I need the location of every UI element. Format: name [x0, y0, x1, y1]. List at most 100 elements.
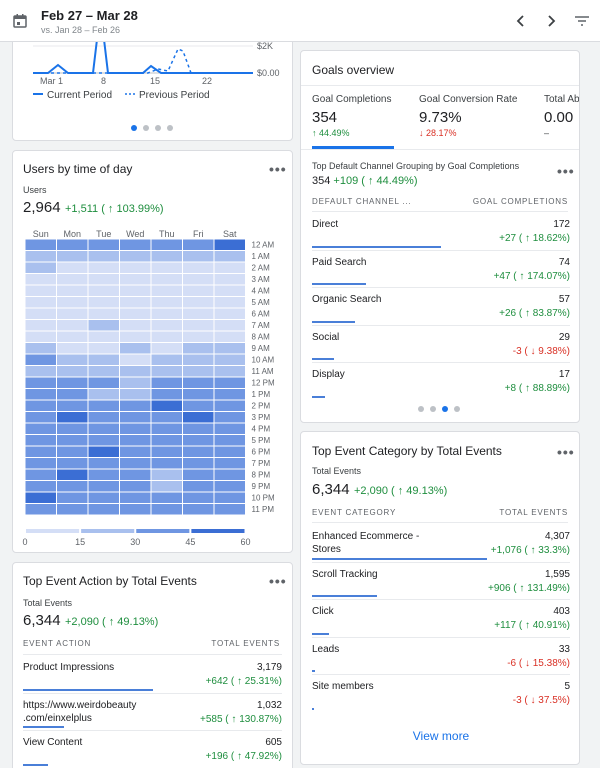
heatmap-cell[interactable] — [214, 458, 246, 469]
heatmap-cell[interactable] — [120, 343, 151, 354]
carousel-dot[interactable] — [442, 406, 448, 412]
heatmap-cell[interactable] — [120, 354, 151, 366]
heatmap-cell[interactable] — [88, 446, 120, 458]
heatmap-cell[interactable] — [214, 412, 246, 423]
heatmap-cell[interactable] — [214, 492, 246, 504]
heatmap-cell[interactable] — [57, 297, 88, 308]
heatmap-cell[interactable] — [151, 320, 183, 331]
heatmap-cell[interactable] — [151, 285, 183, 297]
heatmap-cell[interactable] — [183, 285, 214, 297]
table-row[interactable]: Display 17 +8 ( ↑ 88.89%) — [301, 363, 579, 401]
heatmap-cell[interactable] — [25, 262, 57, 274]
heatmap-cell[interactable] — [88, 239, 120, 251]
heatmap-cell[interactable] — [183, 274, 214, 285]
more-options-button[interactable]: ••• — [269, 573, 287, 589]
carousel-dot[interactable] — [430, 406, 436, 412]
heatmap-cell[interactable] — [214, 377, 246, 389]
heatmap-cell[interactable] — [120, 262, 151, 274]
heatmap-cell[interactable] — [88, 274, 120, 285]
heatmap-cell[interactable] — [151, 366, 183, 377]
heatmap-cell[interactable] — [57, 469, 88, 481]
heatmap-cell[interactable] — [88, 320, 120, 331]
heatmap-cell[interactable] — [57, 458, 88, 469]
heatmap-cell[interactable] — [57, 251, 88, 262]
more-options-button[interactable]: ••• — [557, 163, 575, 179]
heatmap-cell[interactable] — [120, 435, 151, 446]
heatmap-cell[interactable] — [88, 354, 120, 366]
heatmap-cell[interactable] — [120, 412, 151, 423]
carousel-dot[interactable] — [167, 125, 173, 131]
heatmap-cell[interactable] — [214, 435, 246, 446]
heatmap-cell[interactable] — [57, 412, 88, 423]
heatmap-cell[interactable] — [88, 423, 120, 435]
heatmap-cell[interactable] — [183, 251, 214, 262]
heatmap-cell[interactable] — [88, 251, 120, 262]
heatmap-cell[interactable] — [25, 343, 57, 354]
heatmap-cell[interactable] — [151, 331, 183, 343]
heatmap-cell[interactable] — [214, 331, 246, 343]
heatmap-cell[interactable] — [88, 412, 120, 423]
heatmap-cell[interactable] — [57, 331, 88, 343]
heatmap-cell[interactable] — [214, 389, 246, 400]
table-row[interactable]: Scroll Tracking 1,595 +906 ( ↑ 131.49%) — [301, 563, 579, 600]
heatmap-cell[interactable] — [88, 308, 120, 320]
heatmap-cell[interactable] — [183, 400, 214, 412]
heatmap-cell[interactable] — [25, 423, 57, 435]
heatmap-cell[interactable] — [214, 320, 246, 331]
table-row[interactable]: Click 403 +117 ( ↑ 40.91%) — [301, 600, 579, 638]
heatmap-cell[interactable] — [183, 458, 214, 469]
heatmap-cell[interactable] — [57, 423, 88, 435]
heatmap-cell[interactable] — [25, 354, 57, 366]
heatmap-cell[interactable] — [151, 239, 183, 251]
heatmap-cell[interactable] — [57, 285, 88, 297]
heatmap-cell[interactable] — [120, 504, 151, 515]
heatmap-cell[interactable] — [88, 343, 120, 354]
heatmap-cell[interactable] — [88, 285, 120, 297]
heatmap-cell[interactable] — [183, 435, 214, 446]
calendar-icon[interactable] — [12, 13, 28, 29]
heatmap-cell[interactable] — [120, 331, 151, 343]
heatmap-cell[interactable] — [183, 343, 214, 354]
chevron-left-icon[interactable] — [512, 12, 530, 30]
heatmap-cell[interactable] — [120, 320, 151, 331]
heatmap-cell[interactable] — [120, 492, 151, 504]
heatmap-cell[interactable] — [57, 320, 88, 331]
table-row[interactable]: Direct 172 +27 ( ↑ 18.62%) — [301, 213, 579, 251]
heatmap-cell[interactable] — [183, 366, 214, 377]
heatmap-cell[interactable] — [183, 377, 214, 389]
heatmap-cell[interactable] — [25, 274, 57, 285]
heatmap-cell[interactable] — [25, 446, 57, 458]
heatmap-cell[interactable] — [120, 458, 151, 469]
heatmap-cell[interactable] — [120, 469, 151, 481]
heatmap-cell[interactable] — [214, 285, 246, 297]
heatmap-cell[interactable] — [183, 446, 214, 458]
heatmap-cell[interactable] — [57, 400, 88, 412]
heatmap-cell[interactable] — [57, 262, 88, 274]
heatmap-cell[interactable] — [214, 423, 246, 435]
heatmap-cell[interactable] — [25, 285, 57, 297]
heatmap-cell[interactable] — [88, 435, 120, 446]
table-row[interactable]: Site members 5 -3 ( ↓ 37.5%) — [301, 675, 579, 713]
filter-icon[interactable] — [573, 12, 591, 30]
more-options-button[interactable]: ••• — [557, 444, 575, 460]
carousel-dot[interactable] — [131, 125, 137, 131]
heatmap-cell[interactable] — [25, 504, 57, 515]
heatmap-cell[interactable] — [120, 400, 151, 412]
heatmap-cell[interactable] — [57, 389, 88, 400]
heatmap-cell[interactable] — [88, 377, 120, 389]
heatmap-cell[interactable] — [25, 331, 57, 343]
heatmap-cell[interactable] — [183, 389, 214, 400]
heatmap-cell[interactable] — [183, 504, 214, 515]
heatmap-cell[interactable] — [57, 492, 88, 504]
heatmap-cell[interactable] — [88, 262, 120, 274]
heatmap-cell[interactable] — [183, 262, 214, 274]
goal-tab[interactable]: Goal Conversion Rate 9.73% ↓ 28.17% — [419, 94, 534, 148]
heatmap-cell[interactable] — [151, 504, 183, 515]
heatmap-cell[interactable] — [151, 492, 183, 504]
heatmap-cell[interactable] — [183, 481, 214, 492]
heatmap-cell[interactable] — [57, 308, 88, 320]
heatmap-cell[interactable] — [183, 492, 214, 504]
table-row[interactable]: Product Impressions 3,179 +642 ( ↑ 25.31%) — [13, 656, 292, 694]
heatmap-cell[interactable] — [214, 504, 246, 515]
heatmap-cell[interactable] — [151, 308, 183, 320]
